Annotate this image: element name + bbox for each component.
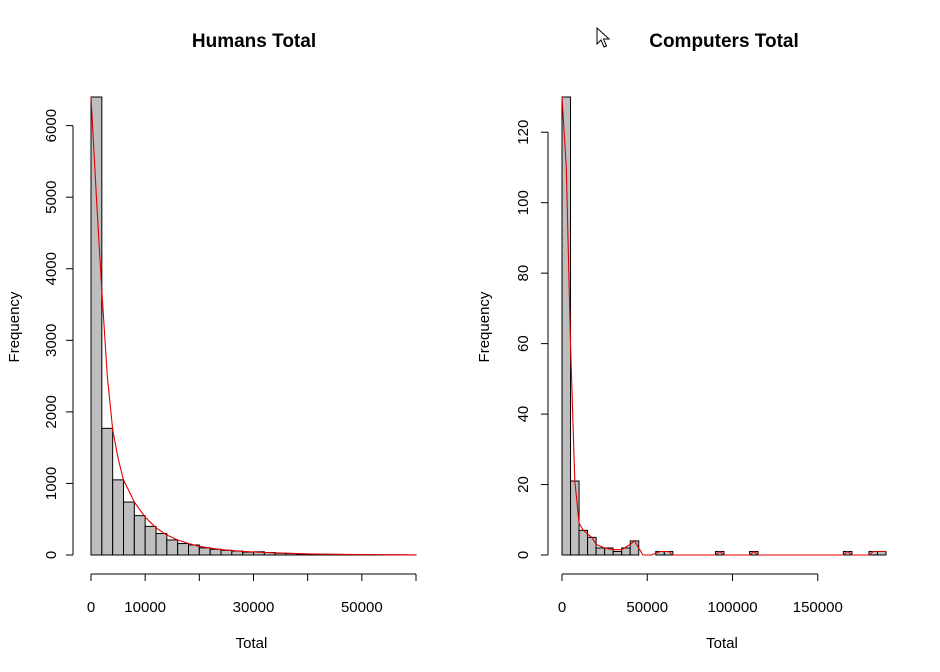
y-tick-label: 100 [515, 190, 532, 215]
histogram-bar-7 [166, 539, 179, 556]
histogram-bar-2 [578, 529, 589, 556]
histogram-bar-2 [112, 479, 124, 556]
density-curve [561, 96, 886, 556]
x-axis-label: Total [706, 635, 738, 652]
histogram-bar-5 [144, 525, 157, 556]
y-tick-label: 6000 [43, 109, 60, 142]
chart-title: Computers Total [649, 31, 799, 52]
histogram-bar-6 [155, 533, 168, 556]
histogram-bar-12 [220, 549, 233, 556]
histogram-bar-0 [90, 96, 103, 556]
y-tick-label: 1000 [43, 467, 60, 500]
histogram-bar-11 [209, 548, 222, 556]
density-curve [90, 96, 417, 556]
y-tick-label: 60 [515, 335, 532, 352]
y-tick-label: 40 [515, 406, 532, 423]
x-tick-label: 0 [558, 599, 566, 616]
histogram-bar-3 [123, 501, 135, 556]
x-axis-label: Total [236, 635, 268, 652]
y-tick-label: 80 [515, 265, 532, 282]
histogram-bar-1 [101, 427, 114, 556]
x-tick-label: 30000 [233, 599, 275, 616]
histogram-bar-3 [587, 536, 597, 556]
y-tick-label: 0 [43, 551, 60, 559]
y-tick-label: 5000 [43, 181, 60, 214]
y-tick-label: 120 [515, 120, 532, 145]
x-tick-label: 150000 [793, 599, 843, 616]
computers-histogram-panel: 0 20 40 60 80 100 120 0 50000 100000 150000 Compute… [476, 31, 887, 652]
x-tick-label: 0 [87, 599, 95, 616]
chart-title: Humans Total [192, 31, 316, 52]
histogram-bar-1 [570, 480, 580, 556]
x-tick-label: 100000 [707, 599, 757, 616]
histogram-bar-4 [595, 547, 606, 556]
x-tick-label: 50000 [626, 599, 668, 616]
y-tick-label: 4000 [43, 252, 60, 285]
y-axis-label: Frequency [476, 291, 493, 362]
y-tick-label: 2000 [43, 395, 60, 428]
histogram-bar-10 [198, 547, 211, 556]
y-tick-label: 0 [515, 551, 532, 559]
x-tick-label: 10000 [124, 599, 166, 616]
mouse-cursor-icon [596, 27, 611, 48]
histogram-bar-6 [612, 550, 623, 556]
x-tick-label: 50000 [341, 599, 383, 616]
histogram-bar-8 [177, 543, 190, 556]
humans-histogram-panel: 0 1000 2000 3000 4000 5000 6000 0 10000 30000 5000… [6, 31, 417, 652]
histogram-bar-4 [133, 515, 146, 556]
y-axis-label: Frequency [6, 291, 23, 362]
y-tick-label: 20 [515, 476, 532, 493]
y-tick-label: 3000 [43, 324, 60, 357]
histogram-bar-14 [242, 551, 255, 556]
